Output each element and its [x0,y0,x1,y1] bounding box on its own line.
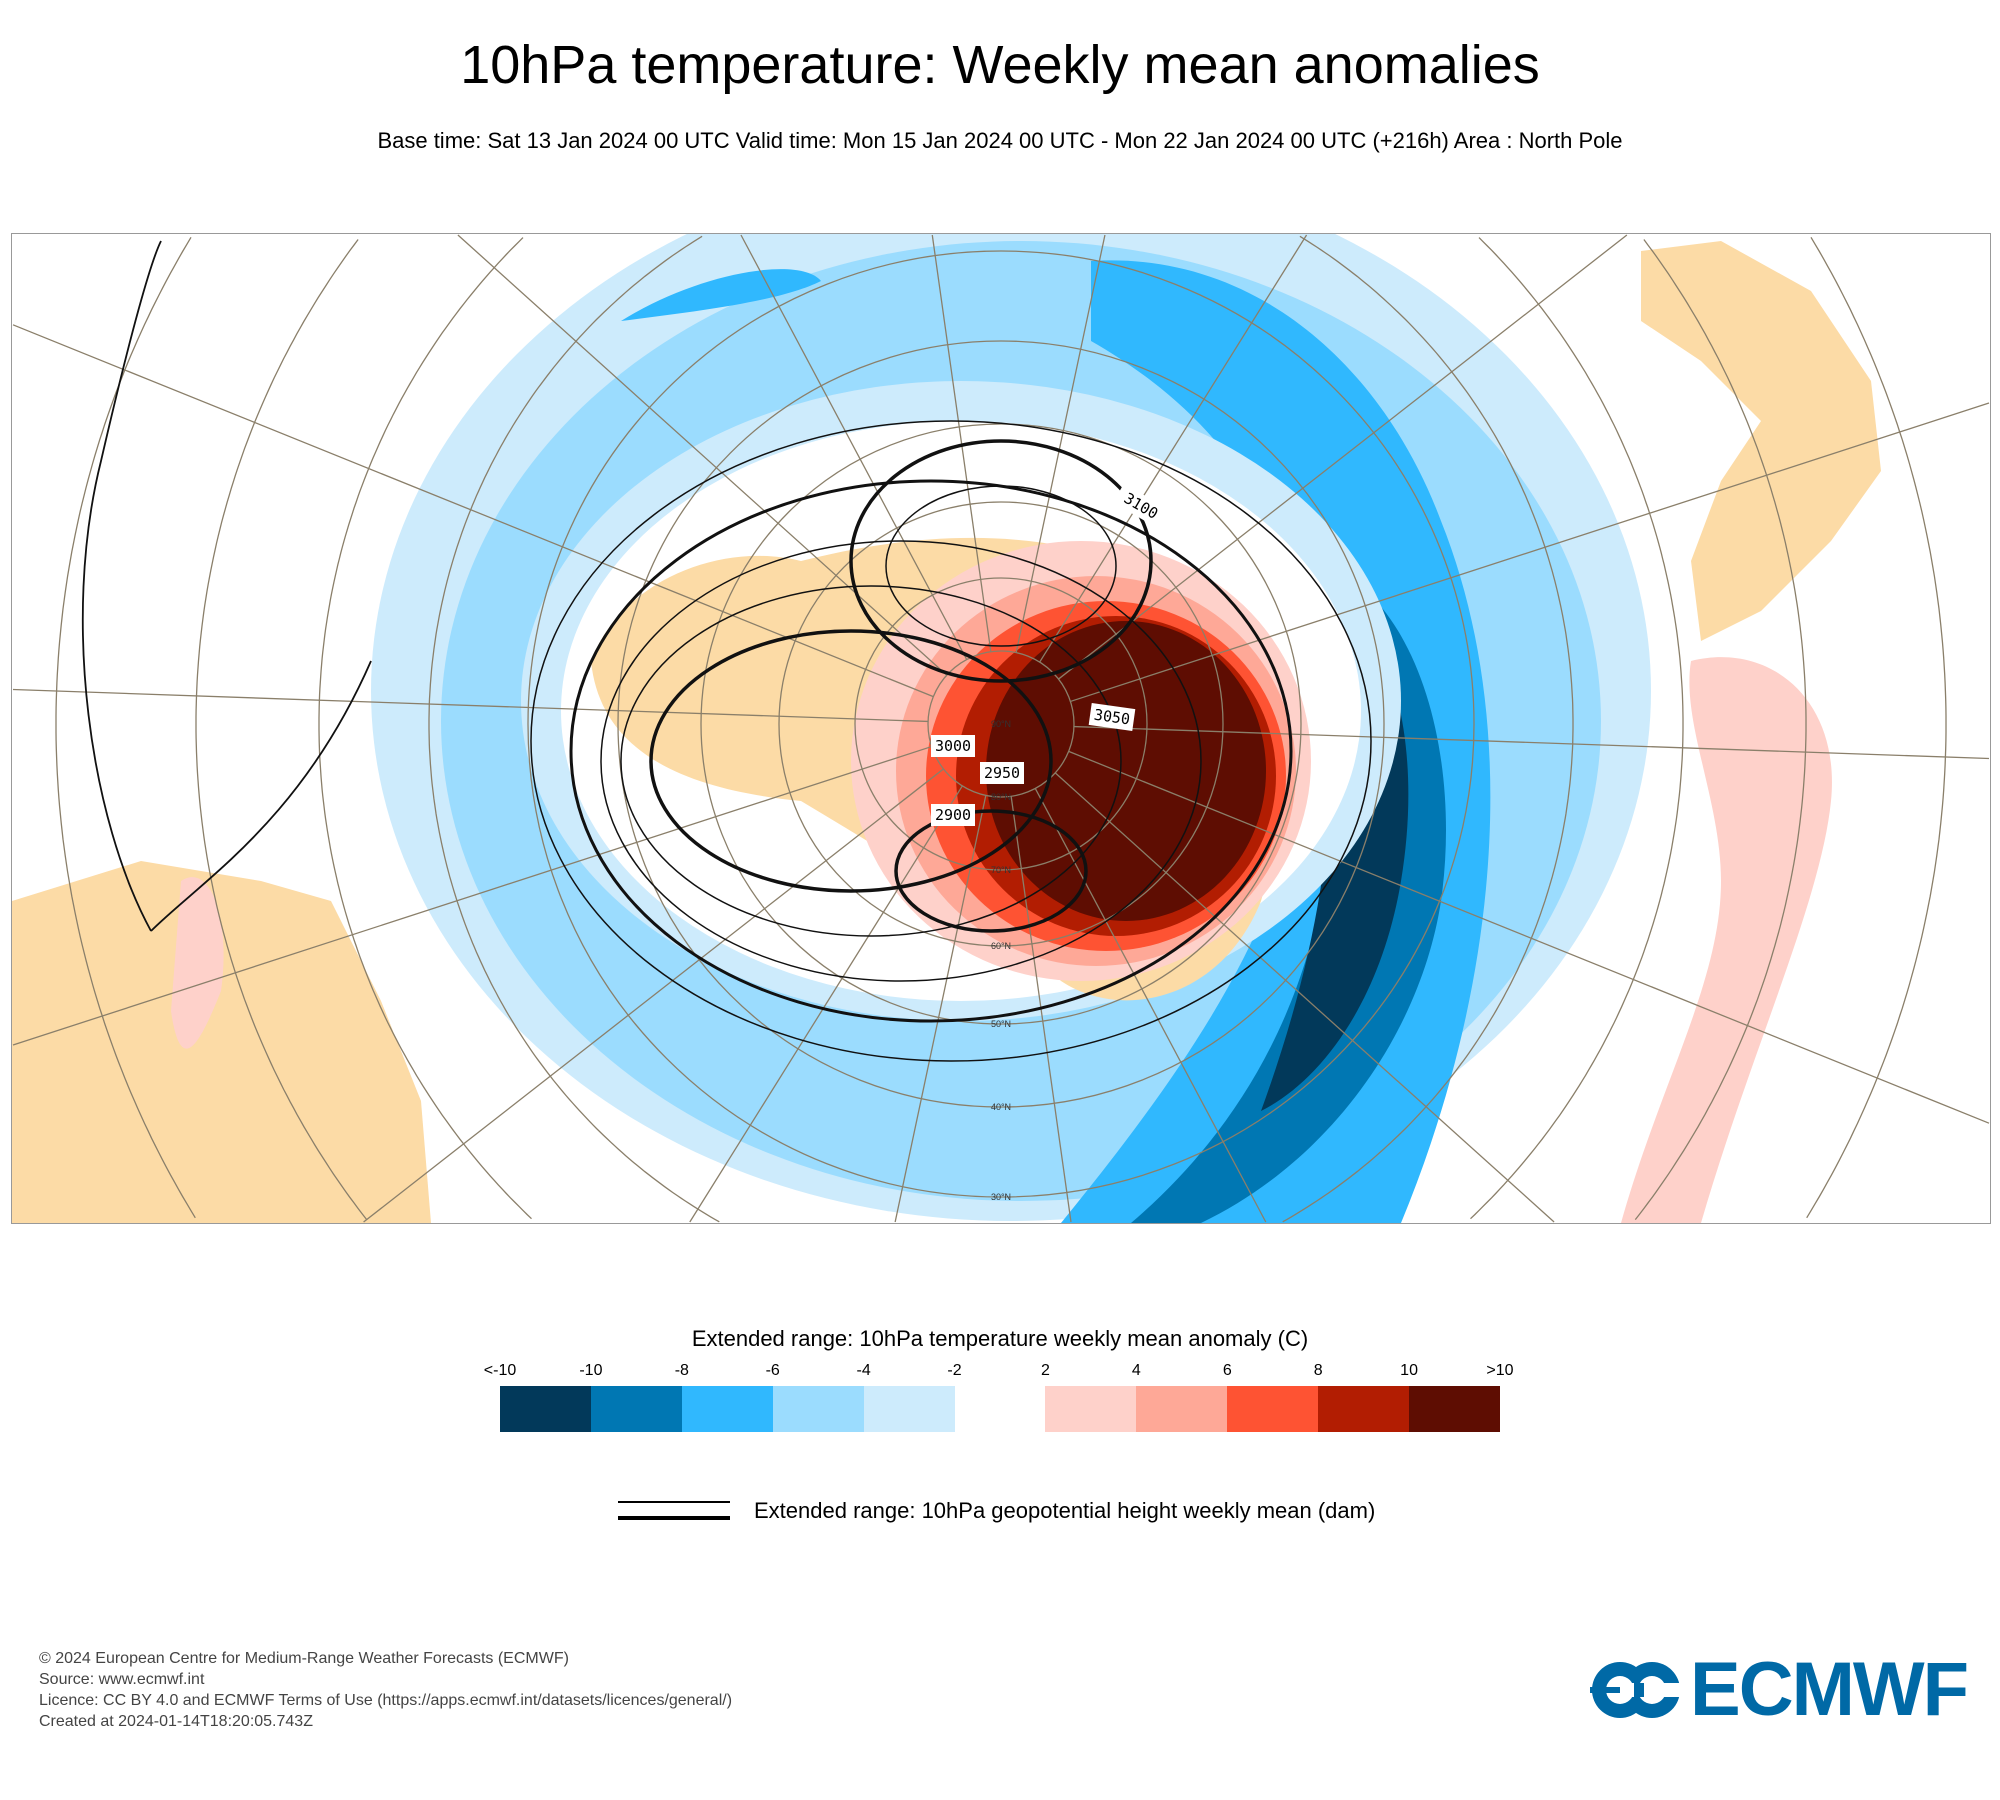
contour-label-group: 3100 3050 3000 2950 2900 [931,483,1170,826]
colorbar-swatch [772,1386,864,1432]
colorbar-swatch [954,1386,1046,1432]
anomaly-band-minus6-north [621,269,821,321]
colorbar-tick-label: -10 [579,1362,603,1379]
colorbar-swatch [590,1386,682,1432]
colorbar-tick-label: 4 [1131,1362,1141,1379]
meridian-line [931,234,992,652]
colorbar-tick-label: >10 [1486,1362,1514,1379]
copyright-text: © 2024 European Centre for Medium-Range … [39,1650,569,1667]
colorbar-tick-label: -4 [856,1362,871,1379]
colorbar-swatch [1045,1386,1137,1432]
colorbar-tick-label: -8 [674,1362,689,1379]
footer: © 2024 European Centre for Medium-Range … [39,1648,732,1732]
meridian-line [1068,750,1990,1124]
warm-anomaly-africa [171,877,224,1049]
colorbar-tick-label: 8 [1313,1362,1323,1379]
temperature-legend-title: Extended range: 10hPa temperature weekly… [691,1326,1309,1351]
colorbar-swatch [1318,1386,1410,1432]
meridian-line [1015,234,1106,653]
meridian-line [363,768,944,1223]
lat-label: 70°N [991,865,1011,875]
colorbar-tick-label: <-10 [483,1362,517,1379]
lat-label: 80°N [991,792,1011,802]
colorbar-swatch [1409,1386,1500,1432]
colorbar-tick-label: -2 [947,1362,962,1379]
meridian-line [12,745,932,1046]
lat-label: 90°N [991,719,1011,729]
ecmwf-logo-icon [1590,1662,1682,1718]
created-text: Created at 2024-01-14T18:20:05.743Z [39,1713,313,1730]
latitude-circle [318,237,1684,1220]
contour-line-sample [618,1498,730,1524]
anomaly-band-plus10 [986,621,1266,921]
ecmwf-logo: ECMWF [1590,1647,1969,1732]
colorbar-tick-label: 2 [1041,1362,1050,1379]
colorbar-swatch [500,1386,591,1432]
colorbar-tick-label: 6 [1222,1362,1232,1379]
page-title: 10hPa temperature: Weekly mean anomalies [460,35,1540,95]
meridian-line [1070,402,1990,703]
colorbar-tick-label: 10 [1400,1362,1418,1379]
geopotential-legend-label: Extended range: 10hPa geopotential heigh… [754,1498,1376,1523]
lat-label: 40°N [991,1102,1011,1112]
contour-label: 3050 [1093,706,1131,729]
land-africa [12,861,431,1223]
meridian-line [1039,234,1308,663]
polar-map: 3100 3050 3000 2950 2900 90°N 80°N 70°N … [11,233,1991,1224]
source-text: Source: www.ecmwf.int [39,1671,205,1688]
meridian-line [457,234,948,676]
meridian-line [689,785,963,1223]
contour-label: 3000 [935,737,971,755]
ecmwf-logo-text: ECMWF [1690,1647,1969,1732]
meridian-line [1054,772,1555,1223]
licence-text: Licence: CC BY 4.0 and ECMWF Terms of Us… [39,1692,733,1709]
page-subtitle: Base time: Sat 13 Jan 2024 00 UTC Valid … [377,128,1623,153]
meridian-line [1058,234,1628,680]
lat-label: 50°N [991,1019,1011,1029]
contour-label: 2900 [935,806,971,824]
colorbar-swatch [681,1386,773,1432]
geopotential-legend: Extended range: 10hPa geopotential heigh… [618,1498,1375,1524]
contour-label: 2950 [984,764,1020,782]
meridian-line [12,688,929,723]
meridian-line [1073,725,1990,760]
lat-label: 30°N [991,1192,1011,1202]
colorbar-swatch [1227,1386,1319,1432]
colorbar-swatch [863,1386,955,1432]
geopotential-contours [81,240,1372,1062]
land-australia [1641,241,1881,641]
warm-anomaly-pacific [1621,657,1832,1223]
latitude-circle [55,236,1947,1219]
colorbar-swatch [1136,1386,1228,1432]
latitude-labels: 90°N 80°N 70°N 60°N 50°N 40°N 30°N [991,719,1011,1202]
latitude-circle [195,239,1807,1221]
meridian-line [740,234,968,660]
map-canvas: 3100 3050 3000 2950 2900 90°N 80°N 70°N … [12,234,1990,1223]
colorbar: <-10 -10 -8 -6 -4 -2 2 4 6 8 10 >10 [484,1362,1514,1432]
meridian-line [1034,788,1267,1223]
graticule [12,234,1990,1223]
lat-label: 60°N [991,941,1011,951]
colorbar-tick-label: -6 [765,1362,780,1379]
meridian-line [12,324,934,698]
latitude-circle [428,235,1574,1223]
